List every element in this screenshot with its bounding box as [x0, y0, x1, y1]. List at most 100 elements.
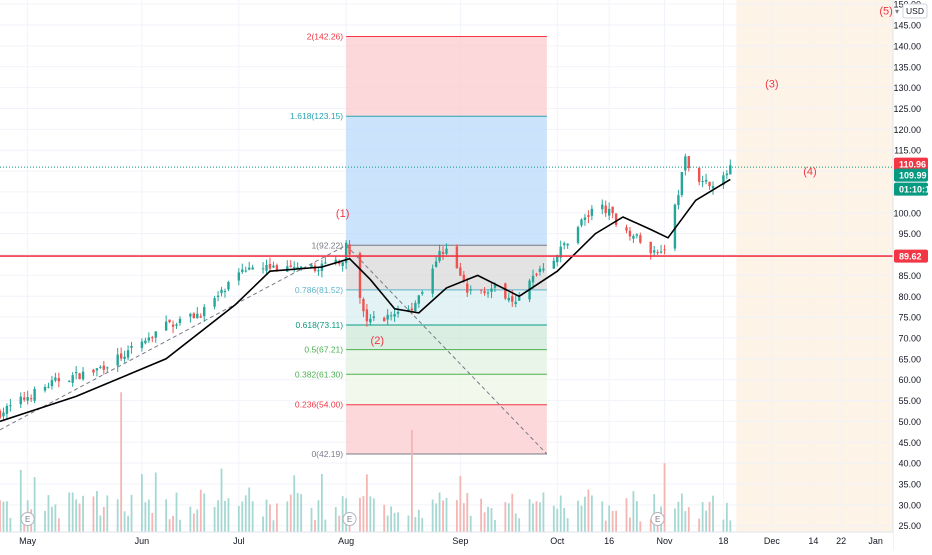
candle-body [708, 181, 711, 187]
x-tick-label: 14 [808, 536, 818, 546]
candle-body [95, 368, 99, 371]
candle-body [154, 331, 157, 338]
volume-bar [269, 504, 271, 532]
candle-body [310, 264, 313, 268]
volume-bar [514, 513, 517, 532]
x-tick-label: Jan [868, 536, 883, 546]
candle-body [701, 181, 704, 183]
volume-bar [227, 498, 230, 532]
candle-body [486, 292, 490, 294]
candle-body [365, 309, 369, 322]
candle-body [684, 156, 687, 171]
candle-body [9, 405, 12, 407]
candle-body [466, 283, 469, 293]
scale-mode-icon: ▾ [895, 7, 899, 16]
candle-body [68, 381, 71, 383]
fib-trend-line [345, 244, 548, 455]
candle-body [542, 268, 545, 271]
candle-body [199, 316, 202, 318]
volume-bar [116, 499, 119, 532]
candle-body [656, 252, 659, 254]
candle-body [407, 309, 410, 312]
candle-body [517, 297, 521, 301]
volume-bar [179, 519, 181, 532]
current-price-tag: 110.96 [899, 159, 926, 169]
candle-body [711, 186, 715, 189]
volume-bar [265, 499, 268, 532]
volume-bar [698, 518, 701, 532]
x-tick-label: Oct [550, 536, 565, 546]
volume-bar [196, 509, 199, 532]
volume-bar [213, 507, 216, 532]
candle-body [722, 175, 725, 185]
fib-level-label: 0.618(73.11) [296, 320, 344, 330]
candle-body [604, 205, 607, 214]
currency-label: USD [906, 6, 924, 16]
volume-bar [649, 519, 652, 532]
volume-bar [504, 502, 507, 532]
volume-bar [580, 505, 583, 532]
volume-bar [601, 501, 604, 532]
candle-body [178, 318, 182, 324]
volume-bar [144, 502, 147, 532]
volume-bar [469, 515, 472, 532]
volume-bar [604, 520, 607, 532]
volume-bar [410, 429, 413, 532]
volume-bar [365, 474, 368, 532]
candle-body [140, 341, 144, 348]
volume-bar [490, 508, 493, 532]
volume-bar [421, 518, 424, 532]
volume-bar [584, 496, 586, 532]
candle-body [659, 251, 663, 253]
volume-bar [677, 501, 680, 532]
volume-bar [442, 500, 444, 532]
volume-bar [625, 498, 628, 532]
candle-body [74, 371, 78, 374]
average-price-tag: 109.99 [899, 170, 927, 180]
volume-bar [154, 472, 157, 532]
fib-level-label: 0.786(81.52) [295, 285, 343, 295]
volume-bar [217, 500, 219, 532]
wave-label: (5) [879, 6, 892, 18]
fib-zone [346, 116, 547, 246]
candle-body [576, 227, 580, 243]
volume-bar [552, 505, 555, 532]
volume-bar [556, 508, 559, 532]
fib-zone [346, 36, 547, 117]
candle-body [445, 248, 448, 254]
candle-body [369, 318, 372, 323]
volume-bar [487, 506, 489, 532]
candle-body [396, 311, 400, 314]
candle-body [362, 299, 365, 312]
candle-body [123, 356, 126, 359]
volume-bar [203, 493, 206, 532]
volume-bar [130, 494, 133, 532]
volume-bar [532, 503, 534, 532]
candle-body [531, 275, 535, 283]
volume-bar [317, 500, 320, 532]
volume-bar [96, 491, 98, 532]
candle-body [611, 206, 614, 214]
candle-body [29, 398, 33, 400]
candle-body [261, 268, 265, 270]
fib-level-label: 0.382(61.30) [295, 369, 343, 379]
candle-body [556, 255, 559, 263]
x-tick-label: 16 [604, 536, 614, 546]
candle-body [102, 365, 106, 370]
candle-body [248, 267, 251, 270]
x-tick-label: Dec [764, 536, 781, 546]
candle-body [71, 375, 74, 383]
y-tick-label: 140.00 [893, 41, 921, 51]
x-tick-label: Jun [135, 536, 150, 546]
candle-body [244, 270, 247, 272]
volume-bar [57, 518, 60, 532]
candle-body [5, 406, 9, 414]
wave-label: (4) [803, 166, 816, 178]
volume-bar [494, 520, 496, 532]
volume-bar [435, 503, 438, 532]
candle-body [324, 262, 327, 264]
candle-body [237, 272, 241, 281]
candle-body [216, 295, 220, 297]
